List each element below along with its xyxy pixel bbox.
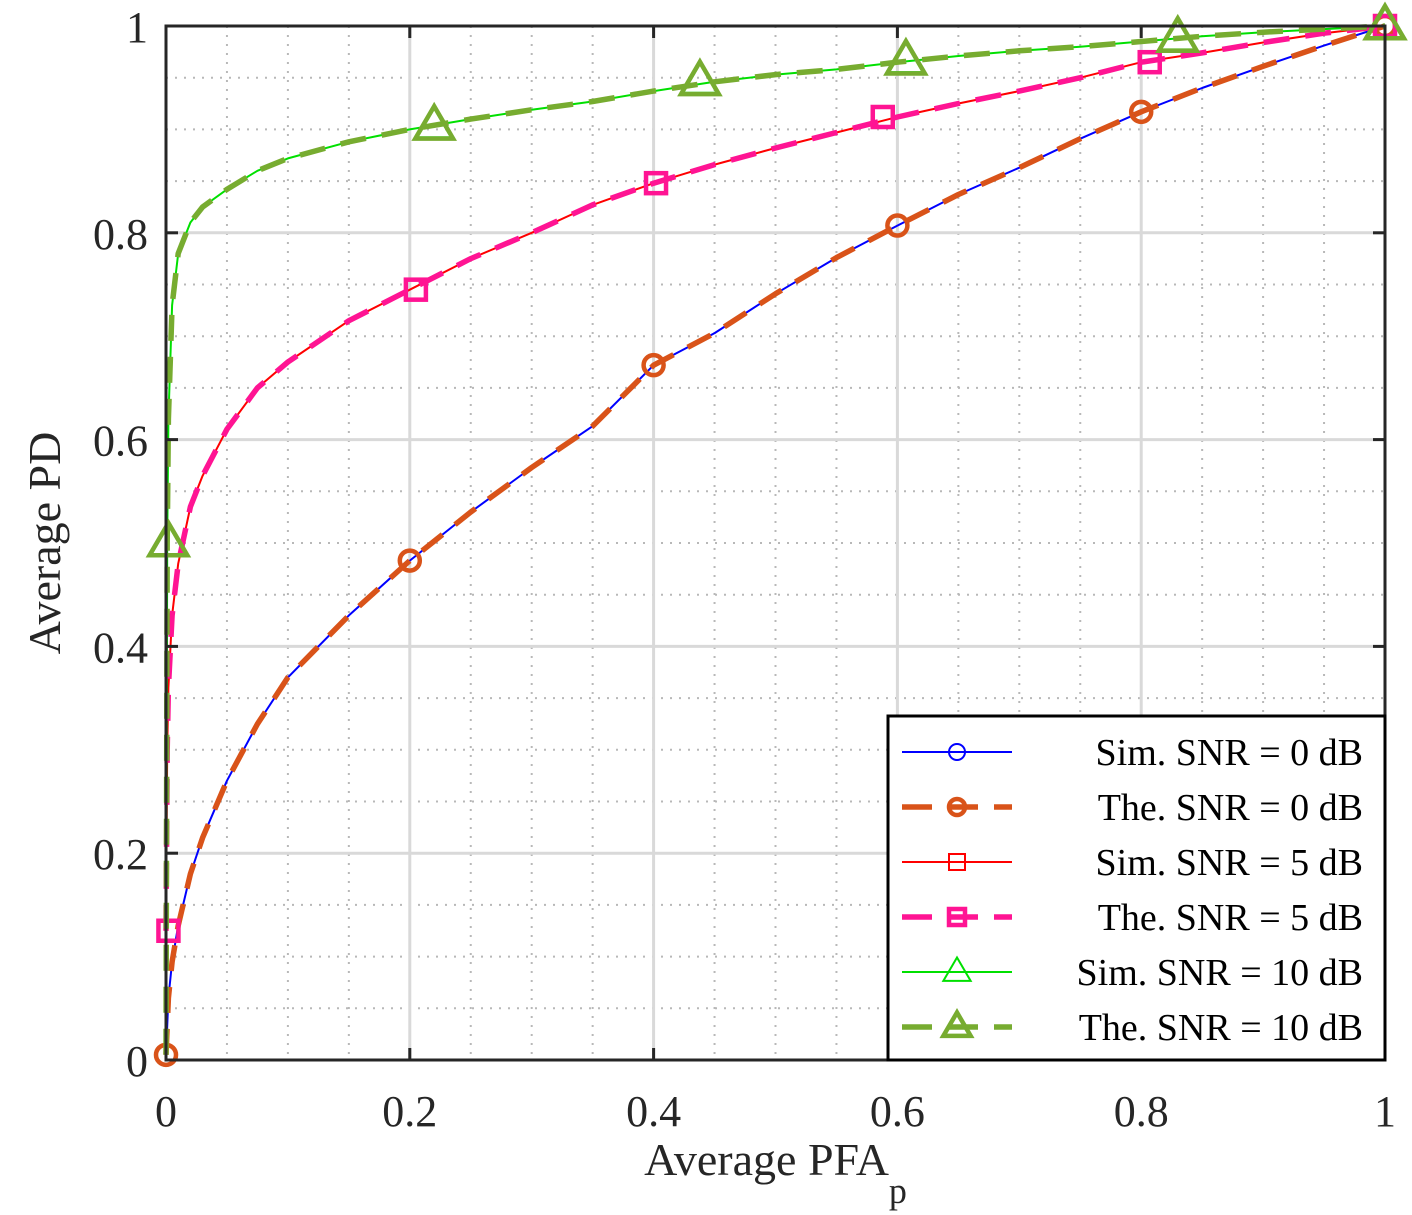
series-line <box>163 23 1386 1055</box>
legend-box <box>886 714 1387 1062</box>
legend-marker-sample <box>948 853 966 871</box>
legend-label: Sim. SNR = 5 dB <box>1096 842 1363 884</box>
legend-label: Sim. SNR = 0 dB <box>1096 732 1363 774</box>
x-axis-label: Average PFAp <box>644 1134 907 1211</box>
legend-marker-sample <box>939 1008 975 1039</box>
data-point <box>1137 49 1162 75</box>
x-tick-label: 0.8 <box>1114 1087 1169 1136</box>
legend: Sim. SNR = 0 dB The. SNR = 0 dB Sim. SNR =… <box>886 714 1387 1062</box>
data-point <box>145 518 192 558</box>
y-tick-label: 0.4 <box>93 623 148 672</box>
data-point <box>641 352 666 378</box>
data-point <box>643 170 669 196</box>
y-tick-label: 0 <box>126 1037 148 1086</box>
data-point <box>403 277 429 302</box>
x-tick-label: 0.6 <box>870 1087 925 1136</box>
y-tick-label: 0.2 <box>93 830 148 879</box>
plot-frame <box>164 24 1387 1062</box>
y-tick-label: 0.6 <box>93 417 148 466</box>
series-5 <box>145 1 1408 1055</box>
legend-label: The. SNR = 10 dB <box>1079 1007 1363 1049</box>
data-point <box>885 213 910 238</box>
data-point <box>677 57 723 97</box>
tick-labels: 0 0.2 0.4 0.6 0.8 1 0 0.2 0.4 0.6 0.8 1 <box>93 3 1396 1136</box>
data-point <box>1128 99 1154 125</box>
data-point <box>411 101 457 141</box>
x-tick-label: 0.2 <box>382 1087 437 1136</box>
y-axis-label: Average PD <box>19 432 70 655</box>
legend-marker-sample <box>946 796 968 818</box>
x-axis-label-text: Average PFA <box>644 1134 889 1185</box>
data-point <box>870 104 896 130</box>
minor-grid <box>166 26 1385 1060</box>
x-axis-label-subscript: p <box>889 1171 907 1211</box>
y-tick-label: 1 <box>126 3 148 52</box>
legend-marker-sample <box>948 743 966 761</box>
legend-marker-sample <box>946 906 968 928</box>
legend-marker-sample <box>941 955 973 982</box>
series-line <box>163 23 1386 1055</box>
x-tick-label: 1 <box>1374 1087 1396 1136</box>
series-layer <box>145 1 1408 1068</box>
y-tick-label: 0.8 <box>93 210 148 259</box>
data-point <box>397 548 423 573</box>
data-point <box>1154 13 1201 53</box>
x-tick-label: 0.4 <box>626 1087 681 1136</box>
legend-label: Sim. SNR = 10 dB <box>1077 952 1363 994</box>
legend-label: The. SNR = 5 dB <box>1098 897 1363 939</box>
legend-label: The. SNR = 0 dB <box>1098 787 1363 829</box>
x-tick-label: 0 <box>155 1087 177 1136</box>
data-point <box>883 36 929 76</box>
series-line <box>163 23 1386 931</box>
